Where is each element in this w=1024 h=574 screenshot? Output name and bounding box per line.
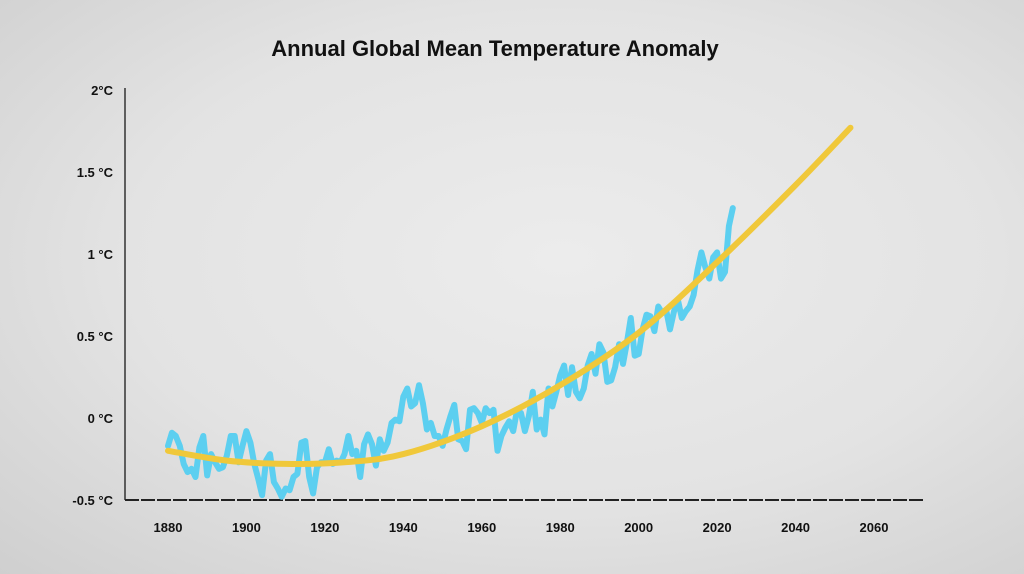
x-tick-label: 1940 [389,520,418,535]
y-tick-label: 0.5 °C [77,329,114,344]
y-tick-label: 1.5 °C [77,165,114,180]
trend-curve [165,124,854,468]
y-tick-label: 1 °C [88,247,114,262]
x-tick-label: 1920 [310,520,339,535]
x-tick-label: 1980 [546,520,575,535]
x-tick-label: 2000 [624,520,653,535]
x-tick-label: 2020 [703,520,732,535]
x-tick-label: 1880 [154,520,183,535]
y-tick-label: 2°C [91,83,113,98]
chart-title: Annual Global Mean Temperature Anomaly [271,36,719,61]
x-tick-label: 2040 [781,520,810,535]
x-tick-label: 1960 [467,520,496,535]
y-tick-label: -0.5 °C [72,493,113,508]
x-tick-label: 1900 [232,520,261,535]
y-tick-label: 0 °C [88,411,114,426]
observed-temperature-line [165,205,736,500]
x-tick-label: 2060 [860,520,889,535]
